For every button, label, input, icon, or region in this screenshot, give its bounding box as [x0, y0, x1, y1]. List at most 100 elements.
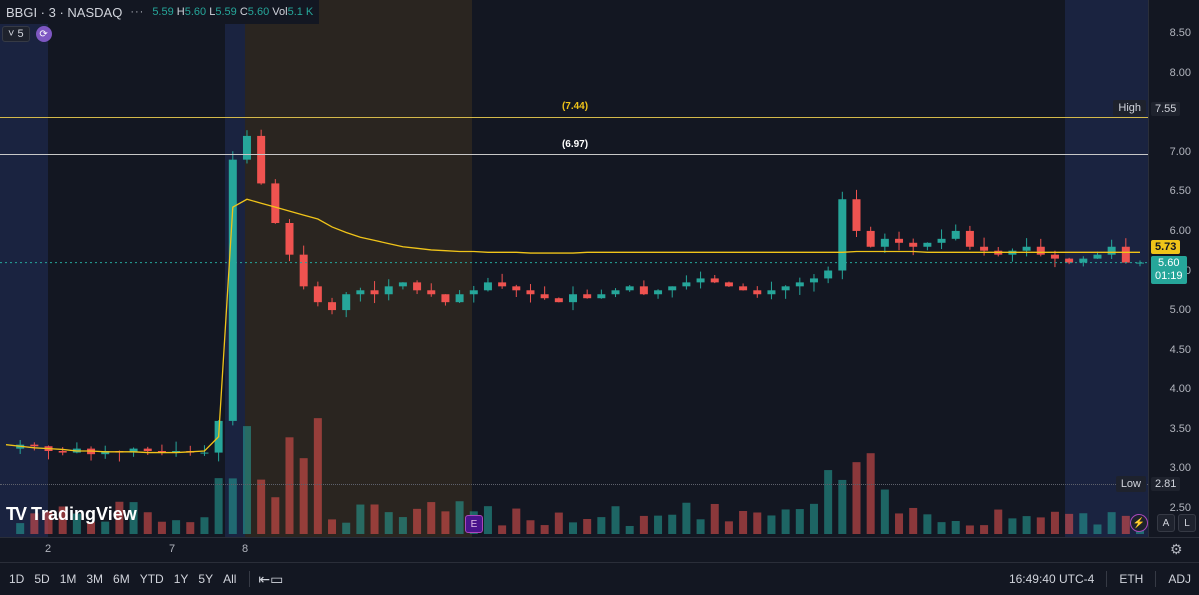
candle-body: [441, 294, 450, 303]
candle-body: [909, 242, 918, 247]
volume-bar: [795, 509, 804, 534]
volume-bar: [909, 507, 918, 534]
volume-bar: [724, 521, 733, 534]
candle-body: [937, 238, 946, 243]
range-1d-button[interactable]: 1D: [9, 572, 25, 586]
candle-body: [625, 286, 634, 291]
price-scale[interactable]: 8.508.007.006.506.005.505.004.504.003.50…: [1113, 0, 1199, 537]
price-tick: 3.00: [1169, 462, 1191, 475]
candle-body: [427, 290, 436, 295]
volume-bar: [271, 497, 280, 534]
price-tick: 6.50: [1169, 185, 1191, 198]
volume-bar: [384, 512, 393, 534]
candle-body: [1093, 254, 1102, 259]
auto-scale-button[interactable]: A: [1157, 514, 1175, 532]
high-value-badge: 7.55: [1151, 102, 1181, 116]
high-value: 5.60: [184, 6, 207, 18]
symbol-legend[interactable]: BBGI · 3 · NASDAQ ··· 5.59 H5.60 L5.59 C…: [0, 0, 320, 24]
volume-bar: [483, 506, 492, 534]
candle-body: [668, 286, 677, 291]
indicator-bar: ˅ 5 ⟳: [2, 26, 52, 42]
volume-bar: [455, 501, 464, 534]
volume-bar: [242, 426, 251, 534]
range-all-button[interactable]: All: [223, 572, 237, 586]
vwap-value-badge: 5.73: [1151, 240, 1181, 254]
indicators-count: 5: [17, 28, 24, 40]
clock-time[interactable]: 16:49:40 UTC-4: [1008, 572, 1095, 586]
volume-bar: [824, 470, 833, 534]
level-label-744: (7.44): [561, 101, 589, 112]
price-tick: 3.50: [1169, 422, 1191, 435]
candle-body: [583, 294, 592, 299]
volume-bar: [413, 508, 422, 534]
indicators-toggle[interactable]: ˅ 5: [2, 26, 30, 42]
range-5y-button[interactable]: 5Y: [198, 572, 214, 586]
candle-body: [866, 230, 875, 247]
chart-pane[interactable]: (7.44) (6.97) BBGI · 3 · NASDAQ ··· 5.59…: [0, 0, 1148, 537]
candle-body: [370, 290, 379, 295]
volume-bar: [72, 513, 81, 534]
more-icon[interactable]: ···: [130, 6, 145, 18]
volume-bar: [895, 513, 904, 534]
volume-bar: [299, 458, 308, 534]
range-1y-button[interactable]: 1Y: [173, 572, 189, 586]
lightning-icon[interactable]: ⚡: [1130, 514, 1148, 532]
candle-body: [951, 230, 960, 239]
candle-body: [781, 286, 790, 291]
volume-bar: [1093, 524, 1102, 534]
time-axis[interactable]: 2 7 8 ⚙: [0, 537, 1199, 562]
volume-bar: [838, 479, 847, 534]
last-price-badge: 5.60 01:19: [1151, 256, 1187, 284]
candle-body: [299, 254, 308, 287]
candle-body: [1022, 246, 1031, 251]
range-1m-button[interactable]: 1M: [59, 572, 77, 586]
range-3m-button[interactable]: 3M: [86, 572, 104, 586]
candle-body: [923, 242, 932, 247]
level-line-697[interactable]: [0, 154, 1148, 155]
tradingview-watermark[interactable]: TV TradingView: [6, 504, 137, 525]
earnings-badge[interactable]: E: [465, 515, 483, 533]
candle-body: [696, 278, 705, 283]
volume-bar: [526, 520, 535, 534]
candle-body: [682, 282, 691, 287]
volume-bar: [16, 523, 25, 534]
candle-body: [398, 282, 407, 287]
divider: [1106, 571, 1108, 587]
sync-icon[interactable]: ⟳: [35, 26, 52, 42]
volume-bar: [852, 462, 861, 534]
range-5d-button[interactable]: 5D: [34, 572, 50, 586]
volume-bar: [1065, 513, 1074, 534]
volume-bar: [398, 517, 407, 534]
volume-bar: [980, 525, 989, 534]
volume-bar: [214, 478, 223, 534]
volume-bar: [951, 520, 960, 534]
price-tick: 2.50: [1169, 502, 1191, 514]
premarket-session-band: [245, 0, 472, 537]
low-value: 5.59: [215, 6, 237, 18]
candle-body: [313, 286, 322, 303]
range-6m-button[interactable]: 6M: [113, 572, 130, 586]
tradingview-logo-icon: TV: [6, 504, 27, 524]
level-label-697: (6.97): [561, 139, 589, 150]
settings-gear-icon[interactable]: ⚙: [1170, 541, 1183, 557]
session-toggle[interactable]: ETH: [1119, 572, 1144, 586]
range-ytd-button[interactable]: YTD: [139, 572, 164, 586]
volume-bar: [441, 511, 450, 534]
adjustment-toggle[interactable]: ADJ: [1168, 572, 1191, 586]
volume-bar: [186, 522, 195, 534]
volume-bar: [1050, 511, 1059, 534]
volume-bar: [58, 506, 67, 534]
log-scale-button[interactable]: L: [1178, 514, 1196, 532]
symbol-title[interactable]: BBGI · 3 · NASDAQ: [6, 4, 123, 20]
candle-body: [724, 282, 733, 287]
candle-body: [710, 278, 719, 283]
candle-body: [285, 223, 294, 255]
date-range-icon[interactable]: ⇤▭: [258, 570, 284, 587]
candle-body: [739, 286, 748, 291]
candle-body: [384, 286, 393, 295]
volume-bar: [569, 522, 577, 534]
time-tick: 2: [44, 543, 52, 555]
candle-body: [1121, 246, 1130, 263]
volume-bar: [1008, 518, 1017, 534]
level-line-744[interactable]: [0, 117, 1148, 118]
